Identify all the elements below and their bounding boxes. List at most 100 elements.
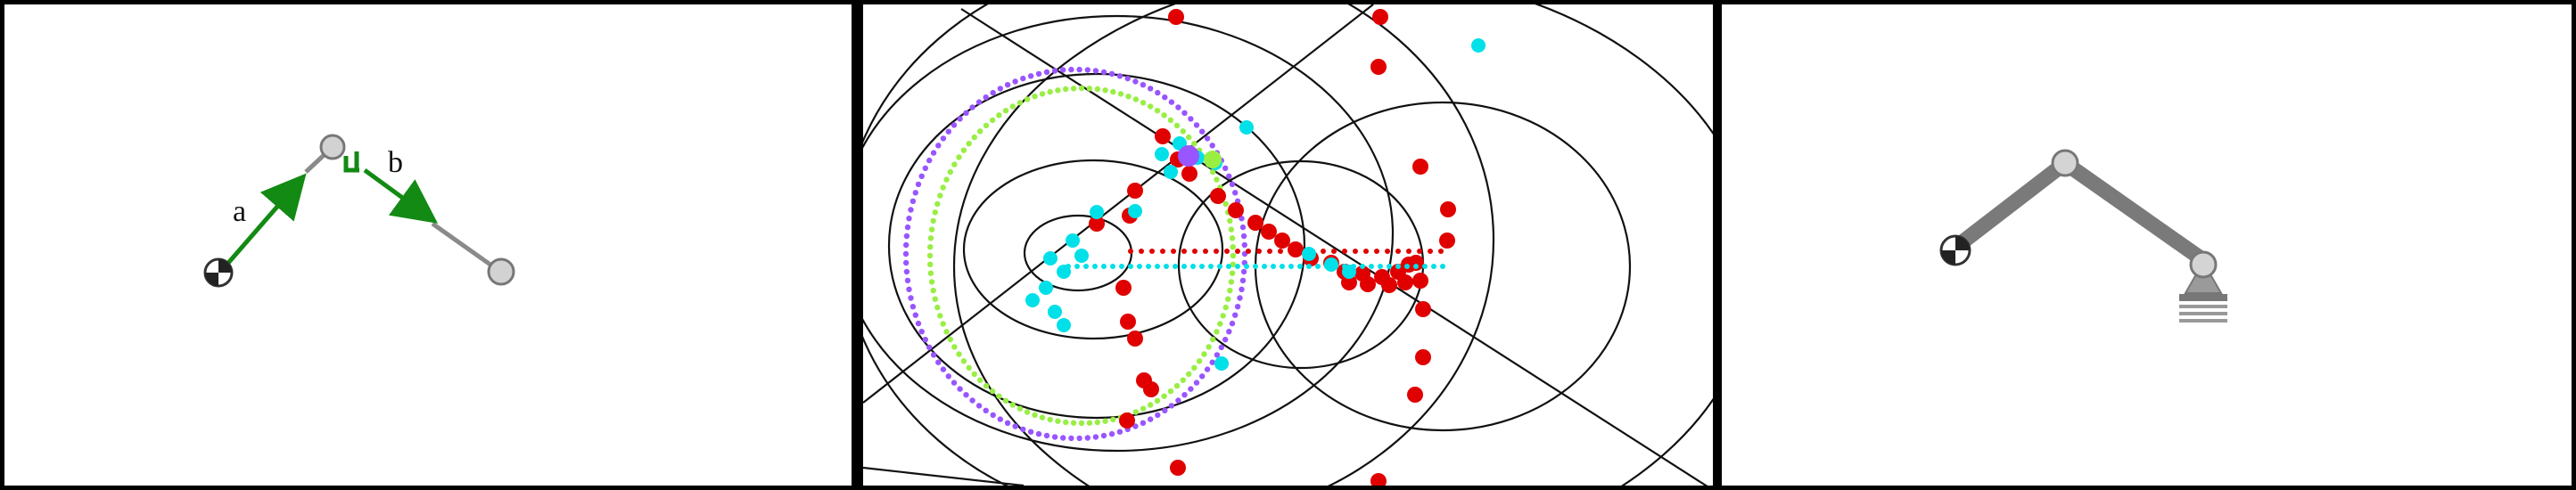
green-dot [1214, 176, 1220, 183]
cyan-trace-point [1128, 264, 1133, 269]
green-dot [1125, 94, 1132, 100]
red-trace-point [1267, 249, 1272, 254]
cyan-trace-point [1271, 264, 1276, 269]
red-point [1274, 233, 1290, 249]
cyan-point [1128, 204, 1142, 218]
purple-dot [1076, 66, 1082, 73]
green-dot [1039, 414, 1046, 421]
purple-dot [1132, 78, 1139, 85]
red-trace-point [1417, 249, 1422, 254]
purple-dot [1132, 423, 1139, 429]
green-dot [930, 217, 936, 225]
cyan-trace-point [1351, 264, 1356, 269]
red-point [1360, 276, 1376, 292]
red-trace-point [1214, 249, 1219, 254]
purple-dot [903, 259, 909, 266]
purple-dot [975, 403, 983, 409]
green-dot [977, 377, 983, 383]
red-trace-point [1374, 249, 1379, 254]
joint-end [487, 257, 515, 286]
purple-dot [1116, 429, 1123, 435]
green-dot [1002, 108, 1009, 114]
purple-dot [1239, 286, 1245, 292]
green-dot [996, 112, 1002, 118]
purple-dot [1193, 122, 1200, 128]
guide-line [863, 466, 1025, 486]
cyan-point [1039, 281, 1053, 295]
red-point [1127, 331, 1143, 347]
cyan-trace-point [1226, 264, 1231, 269]
cyan-trace-point [1137, 264, 1142, 269]
red-trace-point [1224, 249, 1230, 254]
green-dot [1016, 100, 1024, 106]
vector-diagram-panel: a b [4, 4, 852, 486]
purple-dot [908, 295, 914, 301]
circle-outline [887, 72, 1306, 420]
purple-dot-ring [902, 66, 1248, 442]
cyan-trace-point [1404, 264, 1410, 269]
red-trace-point [1406, 249, 1411, 254]
purple-dot [1241, 241, 1247, 249]
cyan-trace-point [1324, 264, 1329, 269]
green-dot [996, 393, 1002, 399]
cyan-trace-point [1101, 264, 1107, 269]
arm-link-1 [1948, 155, 2073, 255]
cyan-point [1090, 205, 1104, 219]
green-dot [1086, 86, 1093, 92]
green-dot [1196, 358, 1203, 364]
purple-dot [1124, 75, 1131, 82]
red-point [1089, 216, 1105, 232]
cyan-trace-point [1066, 264, 1071, 269]
green-dot [1086, 420, 1093, 426]
red-trace-point [1192, 249, 1197, 254]
green-dot [1225, 296, 1231, 302]
purple-dot [1181, 392, 1188, 398]
trajectory-plot [863, 4, 1713, 486]
red-point [1261, 224, 1277, 240]
purple-dot [997, 86, 1003, 92]
circle-outline [962, 159, 1224, 340]
green-dot [943, 176, 950, 183]
green-dot [966, 364, 972, 371]
red-trace-point [1278, 249, 1283, 254]
green-dot [937, 192, 943, 199]
red-trace-point [1139, 249, 1144, 254]
purple-dot [904, 277, 911, 284]
red-trace-point [1331, 249, 1337, 254]
green-dot [1167, 117, 1174, 124]
red-point [1127, 183, 1143, 199]
green-dot [971, 371, 977, 378]
purple-dot [904, 224, 911, 231]
green-dot [1228, 226, 1235, 233]
purple-dot [1020, 426, 1026, 433]
purple-dot [957, 116, 963, 122]
cyan-trace-point [1378, 264, 1383, 269]
purple-dot [1193, 380, 1200, 386]
purple-dot [1084, 67, 1090, 73]
green-dot [932, 209, 938, 216]
cyan-trace-point [1235, 264, 1240, 269]
red-trace-point [1385, 249, 1390, 254]
purple-dot [1199, 128, 1206, 135]
robot-arm-diagram [1939, 149, 2227, 323]
purple-dot [1232, 190, 1239, 196]
purple-dot [1175, 104, 1181, 110]
purple-dot [1218, 344, 1224, 351]
purple-dot [975, 99, 983, 105]
green-dot [1230, 252, 1237, 259]
purple-dot [945, 373, 951, 380]
cyan-trace-point [1217, 264, 1222, 269]
green-dot [1132, 96, 1140, 102]
purple-dot [1209, 359, 1215, 365]
purple-dot [1100, 432, 1107, 439]
purple-dot [957, 386, 963, 392]
red-trace-point [1321, 249, 1326, 254]
cyan-trace-point [1413, 264, 1419, 269]
purple-dot [1222, 165, 1229, 171]
guide-line [960, 8, 1708, 486]
green-dot [930, 287, 936, 294]
purple-dot [915, 181, 922, 188]
green-dot [1186, 134, 1192, 141]
green-dot [1227, 287, 1233, 294]
green-dot [1227, 217, 1233, 225]
